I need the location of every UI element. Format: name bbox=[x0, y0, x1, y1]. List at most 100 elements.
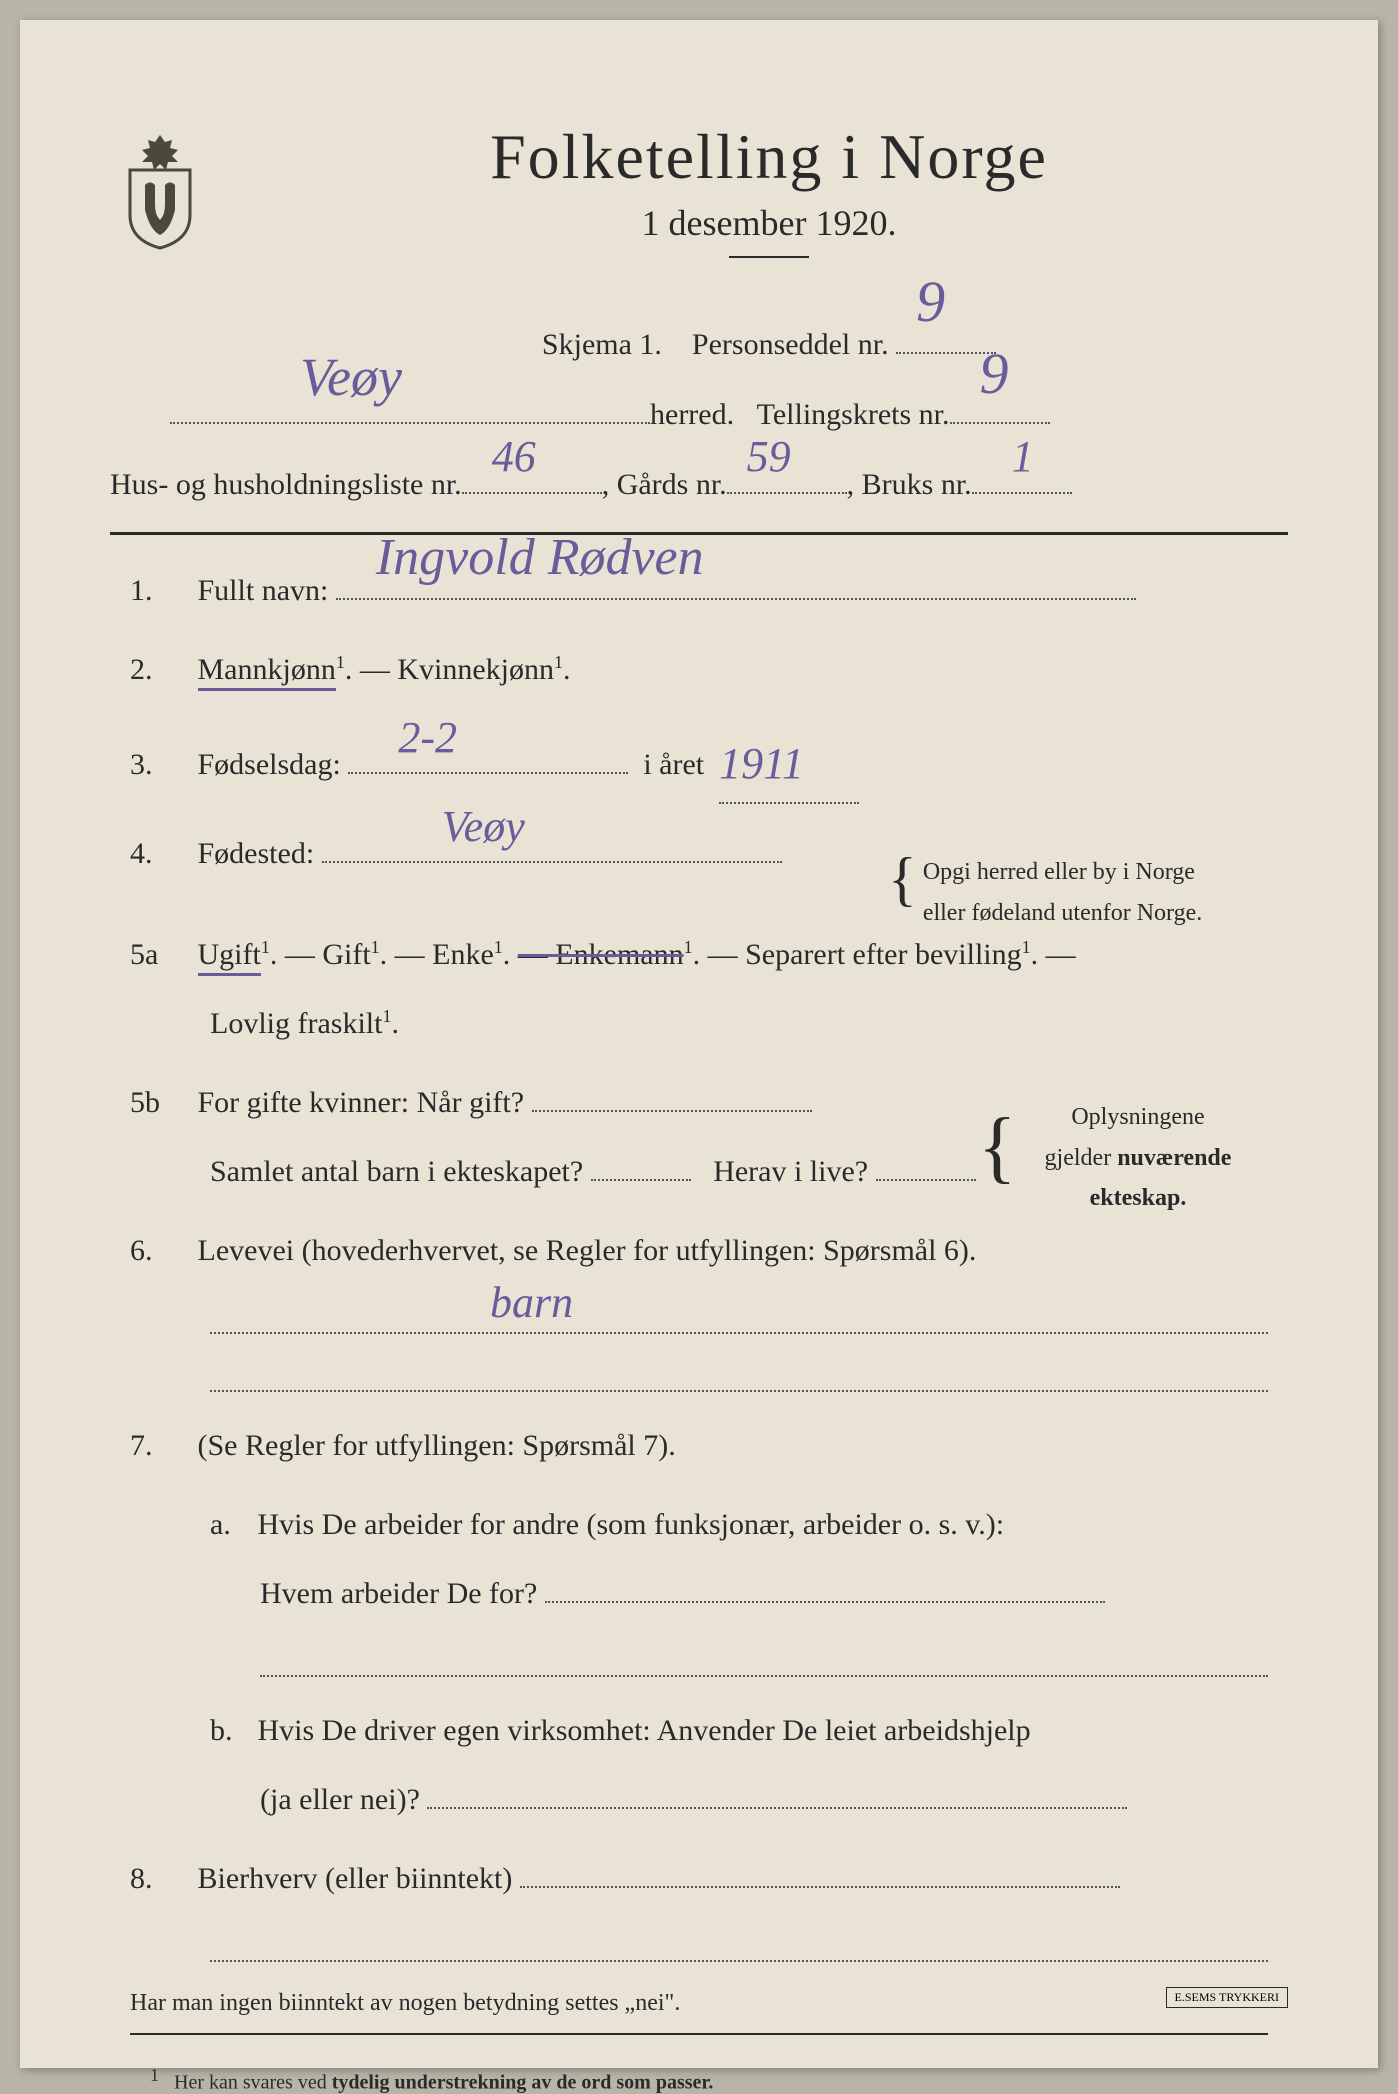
tellingskrets-value: 9 bbox=[980, 322, 1009, 426]
q4-note-a: Opgi herred eller by i Norge bbox=[923, 859, 1195, 885]
q2-label: 2. bbox=[130, 644, 190, 695]
q4-note: { Opgi herred eller by i Norge eller fød… bbox=[888, 828, 1268, 934]
q5a-label: 5a bbox=[130, 929, 190, 980]
q5b-text-a: For gifte kvinner: Når gift? bbox=[198, 1086, 525, 1119]
title-divider bbox=[729, 256, 809, 258]
husliste-label: Hus- og husholdningsliste nr. bbox=[110, 458, 462, 512]
q3-day-value: 2-2 bbox=[398, 701, 457, 776]
q6-line2 bbox=[210, 1362, 1268, 1392]
footnote-text: Her kan svares ved tydelig understreknin… bbox=[174, 2071, 713, 2093]
question-7a: a. Hvis De arbeider for andre (som funks… bbox=[110, 1499, 1288, 1550]
q7a-text-b: Hvem arbeider De for? bbox=[260, 1577, 537, 1610]
q7b-field bbox=[427, 1807, 1127, 1809]
bruks-label: , Bruks nr. bbox=[847, 458, 972, 512]
q1-value: Ingvold Rødven bbox=[376, 514, 704, 602]
q7a-label: a. bbox=[210, 1499, 250, 1550]
bruks-field: 1 bbox=[972, 492, 1072, 494]
question-5b: 5b For gifte kvinner: Når gift? { Oplysn… bbox=[110, 1077, 1288, 1128]
q6-label: 6. bbox=[130, 1225, 190, 1276]
q4-value: Veøy bbox=[442, 790, 525, 865]
q6-text: Levevei (hovederhvervet, se Regler for u… bbox=[198, 1234, 977, 1267]
q7b-text-b: (ja eller nei)? bbox=[260, 1783, 420, 1816]
question-5b-cont: Samlet antal barn i ekteskapet? Herav i … bbox=[110, 1146, 1288, 1197]
q5b-barn-field bbox=[591, 1179, 691, 1181]
q5b-text-c: Herav i live? bbox=[713, 1155, 868, 1188]
q7b-label: b. bbox=[210, 1705, 250, 1756]
q5b-label: 5b bbox=[130, 1077, 190, 1128]
q4-text: Fødested: bbox=[198, 837, 315, 870]
q6-line1: barn bbox=[210, 1304, 1268, 1334]
q2-kvinnekjonn: — Kvinnekjønn bbox=[360, 653, 554, 686]
footnote: 1 Her kan svares ved tydelig understrekn… bbox=[110, 2065, 1288, 2094]
q3-label: 3. bbox=[130, 739, 190, 790]
question-4: 4. Fødested: Veøy { Opgi herred eller by… bbox=[110, 828, 1288, 879]
q3-text-a: Fødselsdag: bbox=[198, 748, 341, 781]
question-5a-cont: Lovlig fraskilt1. bbox=[110, 998, 1288, 1049]
question-2: 2. Mannkjønn1. — Kvinnekjønn1. bbox=[110, 644, 1288, 695]
q5a-ugift: Ugift bbox=[198, 938, 261, 976]
husliste-line: Hus- og husholdningsliste nr. 46 , Gårds… bbox=[110, 458, 1288, 512]
q5a-separert: — Separert efter bevilling bbox=[708, 938, 1022, 971]
question-7b: b. Hvis De driver egen virksomhet: Anven… bbox=[110, 1705, 1288, 1756]
gards-field: 59 bbox=[727, 492, 847, 494]
q6-value: barn bbox=[490, 1277, 573, 1328]
q7a-text-a: Hvis De arbeider for andre (som funksjon… bbox=[258, 1508, 1005, 1541]
q5b-gift-field bbox=[532, 1110, 812, 1112]
question-7a-cont: Hvem arbeider De for? bbox=[110, 1568, 1288, 1619]
herred-field: Veøy bbox=[170, 422, 650, 424]
gards-value: 59 bbox=[747, 417, 791, 496]
herred-value: Veøy bbox=[300, 329, 402, 426]
q5a-fraskilt: Lovlig fraskilt bbox=[210, 1007, 382, 1040]
q8-text: Bierhverv (eller biinntekt) bbox=[198, 1862, 513, 1895]
coat-of-arms-icon bbox=[110, 130, 210, 250]
q7a-field bbox=[545, 1601, 1105, 1603]
herred-label: herred. bbox=[650, 388, 734, 442]
q7a-line bbox=[260, 1647, 1268, 1677]
skjema-line: Skjema 1. Personseddel nr. 9 bbox=[110, 318, 1288, 372]
skjema-label: Skjema 1. bbox=[542, 328, 662, 361]
q1-text: Fullt navn: bbox=[198, 574, 329, 607]
husliste-field: 46 bbox=[462, 492, 602, 494]
q3-text-b: i året bbox=[643, 748, 704, 781]
q1-label: 1. bbox=[130, 565, 190, 616]
q2-mannkjonn: Mannkjønn bbox=[198, 653, 336, 691]
q3-day-field: 2-2 bbox=[348, 772, 628, 774]
form-header: Folketelling i Norge 1 desember 1920. bbox=[110, 120, 1288, 278]
q4-label: 4. bbox=[130, 828, 190, 879]
question-1: 1. Fullt navn: Ingvold Rødven bbox=[110, 565, 1288, 616]
q5b-text-b: Samlet antal barn i ekteskapet? bbox=[210, 1155, 583, 1188]
question-5a: 5a Ugift1. — Gift1. — Enke1. — Enkemann1… bbox=[110, 929, 1288, 980]
footer-divider bbox=[130, 2033, 1268, 2035]
personseddel-value: 9 bbox=[916, 250, 945, 354]
q5b-note-a: Oplysningene bbox=[1071, 1104, 1204, 1130]
printer-mark: E.SEMS TRYKKERI bbox=[1166, 1987, 1288, 2008]
q3-year-value: 1911 bbox=[719, 727, 859, 804]
q5a-enkemann: — Enkemann bbox=[518, 938, 684, 971]
question-7b-cont: (ja eller nei)? bbox=[110, 1774, 1288, 1825]
question-8: 8. Bierhverv (eller biinntekt) bbox=[110, 1853, 1288, 1904]
q4-field: Veøy bbox=[322, 861, 782, 863]
q5b-live-field bbox=[876, 1179, 976, 1181]
personseddel-label: Personseddel nr. bbox=[692, 328, 889, 361]
main-title: Folketelling i Norge bbox=[250, 120, 1288, 194]
gards-label: , Gårds nr. bbox=[602, 458, 727, 512]
herred-line: Veøy herred. Tellingskrets nr. 9 bbox=[110, 388, 1288, 442]
husliste-value: 46 bbox=[492, 417, 536, 496]
question-7: 7. (Se Regler for utfyllingen: Spørsmål … bbox=[110, 1420, 1288, 1471]
subtitle: 1 desember 1920. bbox=[250, 202, 1288, 244]
q7b-text-a: Hvis De driver egen virksomhet: Anvender… bbox=[258, 1714, 1031, 1747]
footnote-sup: 1 bbox=[150, 2065, 159, 2085]
q1-field: Ingvold Rødven bbox=[336, 598, 1136, 600]
title-block: Folketelling i Norge 1 desember 1920. bbox=[250, 120, 1288, 278]
question-6: 6. Levevei (hovederhvervet, se Regler fo… bbox=[110, 1225, 1288, 1276]
q5a-enke: — Enke bbox=[395, 938, 494, 971]
q7-text: (Se Regler for utfyllingen: Spørsmål 7). bbox=[198, 1429, 676, 1462]
census-form-page: Folketelling i Norge 1 desember 1920. Sk… bbox=[20, 20, 1378, 2068]
footer-note: Har man ingen biinntekt av nogen betydni… bbox=[110, 1990, 1288, 2017]
q8-field bbox=[520, 1886, 1120, 1888]
q4-note-b: eller fødeland utenfor Norge. bbox=[923, 900, 1202, 926]
question-3: 3. Fødselsdag: 2-2 i året 1911 bbox=[110, 723, 1288, 800]
q5a-gift: — Gift bbox=[285, 938, 371, 971]
q7-label: 7. bbox=[130, 1420, 190, 1471]
bruks-value: 1 bbox=[1012, 417, 1034, 496]
